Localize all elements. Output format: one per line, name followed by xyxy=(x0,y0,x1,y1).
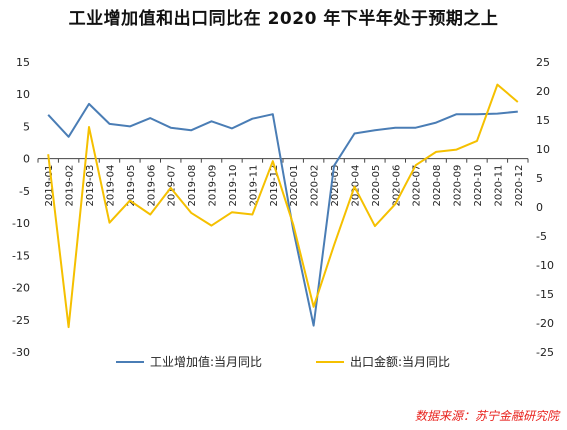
y-left-tick-label: 10 xyxy=(16,88,30,101)
x-tick-label: 2020-02 xyxy=(310,165,321,207)
chart-title: 工业增加值和出口同比在 2020 年下半年处于预期之上 xyxy=(68,9,499,29)
source-note: 数据来源：苏宁金融研究院 xyxy=(414,409,559,423)
y-left-tick-label: -5 xyxy=(19,185,30,198)
x-tick-label: 2019-09 xyxy=(208,165,219,207)
y-left-tick-label: -30 xyxy=(12,346,30,359)
x-tick-label: 2019-05 xyxy=(126,165,137,207)
series-line-2 xyxy=(47,83,519,329)
y-left-tick-label: -25 xyxy=(12,314,30,327)
y-right-tick-label: 15 xyxy=(536,114,550,127)
x-tick-label: 2020-01 xyxy=(289,165,300,207)
x-tick-label: 2019-07 xyxy=(167,165,178,207)
x-tick-label: 2019-08 xyxy=(187,165,198,207)
x-tick-label: 2020-04 xyxy=(350,165,361,207)
y-right-tick-label: 25 xyxy=(536,56,550,69)
x-tick-label: 2020-07 xyxy=(412,165,423,207)
y-left-tick-label: 15 xyxy=(16,56,30,69)
x-tick-label: 2020-05 xyxy=(371,165,382,207)
y-right-tick-label: 10 xyxy=(536,143,550,156)
y-right-tick-label: -10 xyxy=(536,259,554,272)
y-left-tick-label: 0 xyxy=(23,153,30,166)
x-tick-label: 2019-04 xyxy=(105,165,116,207)
y-right-tick-label: -5 xyxy=(536,230,547,243)
y-right-tick-label: -20 xyxy=(536,317,554,330)
x-tick-label: 2020-08 xyxy=(432,165,443,207)
chart-series xyxy=(47,83,519,329)
y-right-tick-label: -15 xyxy=(536,288,554,301)
y-right-tick-label: 5 xyxy=(536,172,543,185)
x-tick-label: 2019-11 xyxy=(248,165,259,207)
y-right-tick-label: 20 xyxy=(536,85,550,98)
x-tick-label: 2020-03 xyxy=(330,165,341,207)
x-tick-label: 2019-02 xyxy=(65,165,76,207)
x-tick-label: 2020-12 xyxy=(514,165,525,207)
legend-label-2: 出口金额:当月同比 xyxy=(350,354,450,369)
x-tick-label: 2020-09 xyxy=(453,165,464,207)
y-left-tick-label: -20 xyxy=(12,282,30,295)
chart-axes: 15 10 5 0 -5 -10 -15 -20 -25 -30 25 20 15 10 5 0 -5 -10 -1… xyxy=(12,56,554,359)
legend-label-1: 工业增加值:当月同比 xyxy=(150,354,262,369)
y-left-tick-label: 5 xyxy=(23,120,30,133)
x-tick-label: 2020-10 xyxy=(473,165,484,207)
y-left-tick-label: -10 xyxy=(12,217,30,230)
y-left-tick-label: -15 xyxy=(12,249,30,262)
series-line-1 xyxy=(47,102,518,327)
x-tick-label: 2020-06 xyxy=(391,165,402,207)
chart-legend: 工业增加值:当月同比 出口金额:当月同比 xyxy=(116,354,450,369)
x-tick-label: 2019-10 xyxy=(228,165,239,207)
y-right-tick-label: -25 xyxy=(536,346,554,359)
x-tick-label: 2020-11 xyxy=(493,165,504,207)
x-tick-label: 2019-01 xyxy=(44,165,55,207)
x-tick-label: 2019-12 xyxy=(269,165,280,207)
y-right-tick-label: 0 xyxy=(536,201,543,214)
x-tick-label: 2019-03 xyxy=(85,165,96,207)
x-tick-label: 2019-06 xyxy=(146,165,157,207)
